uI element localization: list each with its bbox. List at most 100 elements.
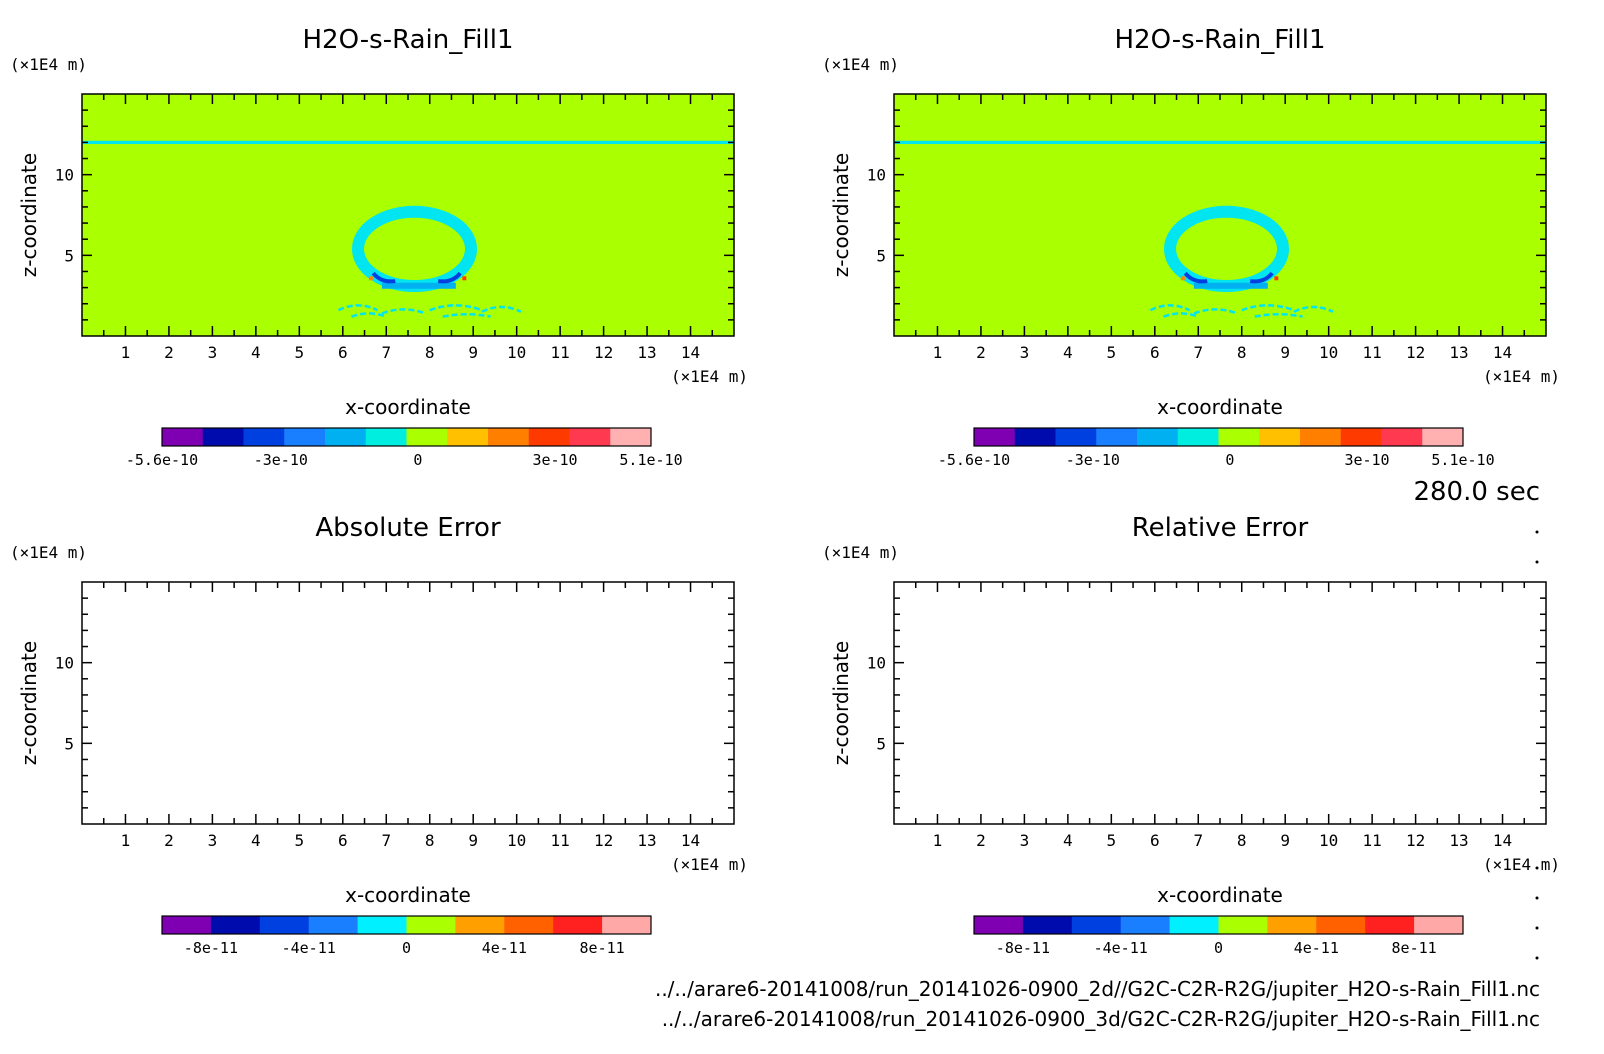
x-tick-label: 9 xyxy=(1280,343,1290,362)
colorbar-tick-label: 4e-11 xyxy=(482,939,527,957)
colorbar-segment xyxy=(447,428,489,446)
colorbar-segment xyxy=(1096,428,1138,446)
x-tick-label: 3 xyxy=(1020,831,1030,850)
ring-spot-right xyxy=(462,276,467,281)
y-tick-label: 5 xyxy=(876,246,886,265)
x-axis-label: x-coordinate xyxy=(345,395,471,419)
colorbar-tick-label: -8e-11 xyxy=(184,939,238,957)
colorbar-segment xyxy=(406,916,456,934)
colorbar-segment xyxy=(1316,916,1366,934)
rain-wisp xyxy=(429,304,483,312)
x-tick-label: 7 xyxy=(381,831,391,850)
x-tick-label: 3 xyxy=(208,831,218,850)
colorbar-tick-label: 3e-10 xyxy=(1344,451,1389,469)
x-tick-label: 5 xyxy=(295,343,305,362)
colorbar-segment xyxy=(202,428,244,446)
colorbar-tick-label: 5.1e-10 xyxy=(1431,451,1494,469)
colorbar-segment xyxy=(1218,916,1268,934)
colorbar-segment xyxy=(1300,428,1342,446)
x-tick-label: 2 xyxy=(164,343,174,362)
colorbar-segment xyxy=(602,916,652,934)
x-tick-label: 3 xyxy=(208,343,218,362)
colorbar-tick-label: 8e-11 xyxy=(580,939,625,957)
x-tick-label: 7 xyxy=(381,343,391,362)
x-tick-label: 5 xyxy=(295,831,305,850)
y-axis-label: z-coordinate xyxy=(17,641,41,765)
y-tick-label: 5 xyxy=(64,246,74,265)
colorbar-segment xyxy=(1422,428,1464,446)
x-tick-label: 12 xyxy=(594,831,613,850)
x-tick-label: 5 xyxy=(1107,831,1117,850)
colorbar-tick-label: -3e-10 xyxy=(254,451,308,469)
x-tick-label: 11 xyxy=(551,831,570,850)
decorative-dots xyxy=(1535,530,1539,960)
x-tick-label: 11 xyxy=(551,343,570,362)
colorbar-segment xyxy=(1120,916,1171,934)
x-tick-label: 3 xyxy=(1020,343,1030,362)
x-tick-label: 12 xyxy=(594,343,613,362)
rain-wisp xyxy=(381,308,426,315)
y-tick-label: 10 xyxy=(867,166,886,185)
y-tick-label: 5 xyxy=(64,734,74,753)
time-label: 280.0 sec xyxy=(1413,477,1540,507)
x-tick-label: 8 xyxy=(425,343,435,362)
colorbar-tick-label: -4e-11 xyxy=(1094,939,1148,957)
x-tick-label: 13 xyxy=(637,831,656,850)
colorbar-segment xyxy=(1169,916,1219,934)
colorbar-segment xyxy=(455,916,505,934)
colorbar-segment xyxy=(1414,916,1464,934)
x-tick-label: 9 xyxy=(468,831,478,850)
y-tick-label: 10 xyxy=(867,654,886,673)
x-tick-label: 10 xyxy=(1319,831,1338,850)
rain-wisp xyxy=(337,304,379,312)
colorbar-tick-label: 0 xyxy=(413,451,422,469)
colorbar-segment xyxy=(1340,428,1382,446)
y-unit-label: (×1E4 m) xyxy=(822,543,899,562)
x-tick-label: 6 xyxy=(1150,831,1160,850)
colorbar-segment xyxy=(1137,428,1179,446)
x-tick-label: 1 xyxy=(121,343,131,362)
rain-wisp xyxy=(351,312,387,318)
y-axis-label: z-coordinate xyxy=(829,153,853,277)
x-tick-label: 5 xyxy=(1107,343,1117,362)
x-tick-label: 4 xyxy=(251,831,261,850)
colorbar-segment xyxy=(1014,428,1056,446)
colorbar-tick-label: 0 xyxy=(1225,451,1234,469)
ring-spot-left xyxy=(368,276,373,281)
x-tick-label: 14 xyxy=(1493,831,1512,850)
field-background xyxy=(82,582,734,824)
colorbar-tick-label: -4e-11 xyxy=(282,939,336,957)
x-tick-label: 4 xyxy=(1063,831,1073,850)
x-tick-label: 13 xyxy=(637,343,656,362)
chart-title: Relative Error xyxy=(1132,513,1309,543)
y-tick-label: 10 xyxy=(55,654,74,673)
colorbar-segment xyxy=(1022,916,1073,934)
colorbar-frame xyxy=(161,427,652,447)
colorbar-segment xyxy=(1177,428,1219,446)
chart-title: H2O-s-Rain_Fill1 xyxy=(1115,25,1326,55)
colorbar-tick-label: 0 xyxy=(1214,939,1223,957)
x-tick-label: 14 xyxy=(681,831,700,850)
colorbar-tick-label: 3e-10 xyxy=(532,451,577,469)
ring-spot-right xyxy=(1274,276,1279,281)
chart-panel: Relative Error(×1E4 m)1 2 3 4 5 6 7 8 9 10 11 12 13 1… xyxy=(822,513,1560,957)
x-tick-label: 12 xyxy=(1406,343,1425,362)
rain-wisp xyxy=(481,305,522,313)
x-tick-label: 11 xyxy=(1363,343,1382,362)
chart-panel: H2O-s-Rain_Fill1(×1E4 m)1 2 3 4 5 6 7 8 9 10 11 12 1… xyxy=(822,25,1560,469)
ring-shade-left xyxy=(371,271,396,284)
x-tick-label: 1 xyxy=(933,343,943,362)
colorbar-tick-label: 0 xyxy=(402,939,411,957)
x-unit-label: (×1E4 m) xyxy=(671,855,748,874)
colorbar-segment xyxy=(365,428,407,446)
file-path-3d: ../../arare6-20141008/run_20141026-0900_… xyxy=(662,1007,1540,1031)
y-unit-label: (×1E4 m) xyxy=(822,55,899,74)
colorbar-frame xyxy=(973,427,1464,447)
colorbar-segment xyxy=(974,428,1016,446)
field-background xyxy=(894,582,1546,824)
x-tick-label: 2 xyxy=(976,343,986,362)
x-tick-label: 10 xyxy=(1319,343,1338,362)
x-unit-label: (×1E4 m) xyxy=(1483,855,1560,874)
colorbar-segment xyxy=(325,428,367,446)
colorbar-segment xyxy=(1259,428,1301,446)
